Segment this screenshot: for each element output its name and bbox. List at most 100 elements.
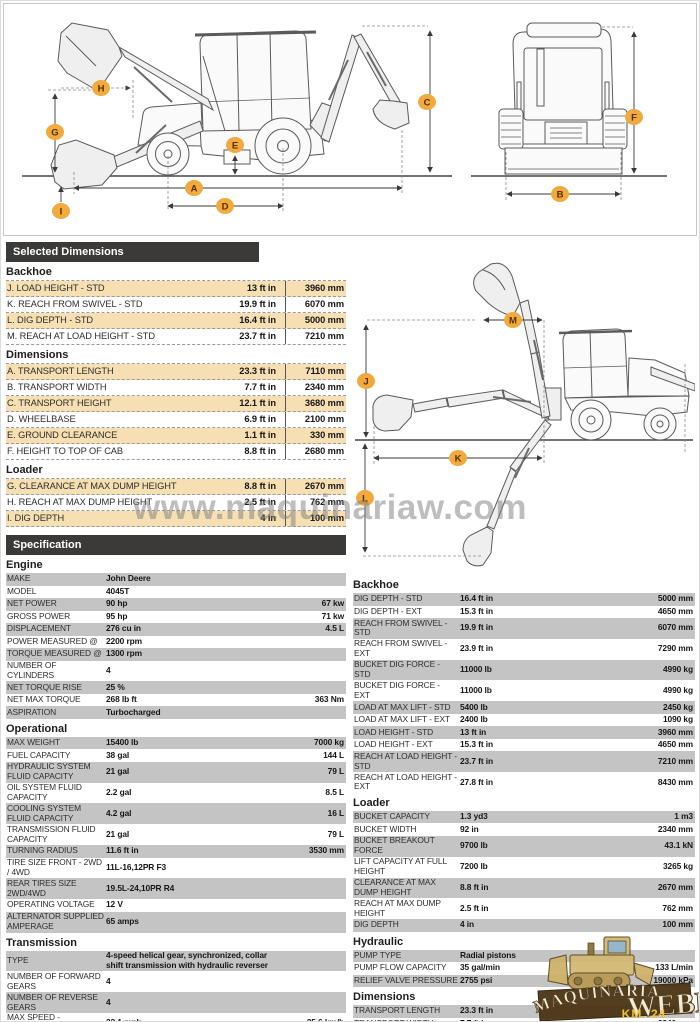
row-value: 7200 lb — [460, 861, 488, 872]
row-metric-value: 100 mm — [309, 513, 344, 523]
row-value: 23.9 ft in — [460, 643, 493, 654]
row-metric-value: 1 m3 — [674, 811, 693, 822]
table-row: CLEARANCE AT MAX DUMP HEIGHT 8.8 ft in 2… — [353, 877, 695, 899]
dimension-label-B: B — [551, 186, 569, 202]
row-imperial-value: 6.9 ft in — [204, 412, 286, 427]
specification-header: Specification — [6, 535, 346, 555]
row-value: 7.7 ft in — [458, 1018, 621, 1021]
row-value: 15.3 ft in — [460, 739, 493, 750]
table-row: DISPLACEMENT 276 cu in 4.5 L — [6, 623, 346, 636]
row-value: 21 gal — [106, 828, 130, 839]
left-column: Selected Dimensions Backhoe J. LOAD HEIG… — [6, 242, 346, 1021]
row-label: DIG DEPTH - EXT — [354, 605, 422, 616]
row-label: DIG DEPTH - STD — [354, 593, 423, 604]
row-label: TURNING RADIUS — [7, 845, 78, 856]
row-label: MAKE — [7, 573, 31, 584]
table-row: FUEL CAPACITY 38 gal 144 L — [6, 749, 346, 762]
row-label: DIG DEPTH — [354, 919, 399, 930]
row-value: 276 cu in — [106, 623, 141, 634]
row-value: 11.6 ft in — [106, 845, 139, 856]
dimension-label-G: G — [46, 124, 64, 140]
row-metric-value: 7290 mm — [657, 643, 693, 654]
row-metric-value: 2340 mm — [657, 823, 693, 834]
row-label: NUMBER OF REVERSE GEARS — [7, 991, 98, 1012]
section-heading-transmission: Transmission — [6, 936, 77, 949]
row-value: 4045T — [106, 585, 130, 596]
dimension-label-E: E — [226, 137, 244, 153]
row-metric-value: 100 mm — [662, 919, 693, 930]
row-value: 15400 lb — [106, 737, 139, 748]
row-value: 8.8 ft in — [460, 881, 489, 892]
table-row: HYDRAULIC SYSTEM FLUID CAPACITY 21 gal 7… — [6, 761, 346, 783]
table-row: C. TRANSPORT HEIGHT 12.1 ft in 3680 mm — [6, 396, 346, 412]
row-metric-value: 4990 kg — [662, 684, 693, 695]
row-value: 2.5 ft in — [460, 902, 489, 913]
table-row: NUMBER OF REVERSE GEARS 4 — [6, 992, 346, 1013]
table-hydraulic: PUMP TYPE Radial pistons PUMP FLOW CAPAC… — [353, 949, 695, 988]
row-label: LOAD AT MAX LIFT - EXT — [354, 714, 450, 725]
row-label: BUCKET WIDTH — [354, 823, 417, 834]
row-value: 92 in — [460, 823, 479, 834]
row-metric-value: 67 kw — [321, 598, 344, 609]
svg-text:G: G — [51, 128, 58, 139]
svg-text:D: D — [222, 202, 229, 213]
row-label: NET POWER — [7, 598, 57, 609]
table-operational: MAX WEIGHT 15400 lb 7000 kg FUEL CAPACIT… — [6, 736, 346, 933]
row-metric-value: 8.5 L — [325, 787, 344, 798]
row-label: PUMP FLOW CAPACITY — [354, 962, 447, 973]
table-row: DIG DEPTH 4 in 100 mm — [353, 919, 695, 932]
row-value: 21 gal — [106, 766, 130, 777]
row-value: 1300 rpm — [106, 648, 142, 659]
row-label: RELIEF VALVE PRESSURE — [354, 974, 458, 985]
row-label: A. TRANSPORT LENGTH — [7, 366, 114, 376]
row-label: REACH AT LOAD HEIGHT - EXT — [354, 771, 457, 792]
right-column: M J K L Backhoe DIG DEPTH - STD 16.4 ft … — [353, 240, 696, 1021]
dimension-label-J: J — [357, 373, 375, 389]
row-metric-value: 144 L — [323, 749, 344, 760]
row-label: TRANSPORT LENGTH — [354, 1005, 441, 1016]
row-metric-value: 7110 mm — [658, 1005, 693, 1016]
table-row: K. REACH FROM SWIVEL - STD 19.9 ft in 60… — [6, 297, 346, 313]
row-imperial-value: 23.7 ft in — [204, 329, 286, 344]
row-label: COOLING SYSTEM FLUID CAPACITY — [7, 802, 81, 823]
table-row: DIG DEPTH - EXT 15.3 ft in 4650 mm — [353, 606, 695, 619]
row-label: MAX WEIGHT — [7, 737, 60, 748]
table-row: BUCKET DIG FORCE - STD 11000 lb 4990 kg — [353, 659, 695, 681]
row-value: 4 — [106, 664, 111, 675]
row-value: 15.3 ft in — [460, 605, 493, 616]
row-metric-value: 8430 mm — [657, 776, 693, 787]
row-label: NUMBER OF CYLINDERS — [7, 660, 57, 680]
row-value: 11000 lb — [460, 684, 492, 695]
table-row: H. REACH AT MAX DUMP HEIGHT 2.5 ft in 76… — [6, 495, 346, 511]
row-label: K. REACH FROM SWIVEL - STD — [7, 299, 143, 309]
row-metric-value: 133 L/min — [655, 962, 693, 973]
row-metric-value: 2670 mm — [657, 881, 693, 892]
dimension-label-C: C — [418, 94, 436, 110]
row-metric-value: 3530 mm — [308, 845, 344, 856]
table-row: PUMP TYPE Radial pistons — [353, 949, 695, 963]
table-row: LOAD AT MAX LIFT - STD 5400 lb 2450 kg — [353, 701, 695, 714]
row-imperial-value: 4 in — [204, 511, 286, 526]
dimension-label-D: D — [216, 198, 234, 214]
row-metric-value: 71 kw — [321, 610, 344, 621]
row-value: 2200 rpm — [106, 635, 142, 646]
row-value: 23.7 ft in — [460, 755, 493, 766]
working-range-drawing — [355, 262, 696, 567]
table-row: F. HEIGHT TO TOP OF CAB 8.8 ft in 2680 m… — [6, 444, 346, 460]
row-metric-value: 2100 mm — [304, 414, 344, 424]
rear-view-drawing — [471, 22, 667, 177]
row-value: 95 hp — [106, 610, 128, 621]
row-metric-value: 4.5 L — [325, 623, 344, 634]
row-metric-value: 330 mm — [309, 430, 344, 440]
row-metric-value: 35.6 km/h — [274, 1017, 346, 1021]
row-value: 19.9 ft in — [460, 622, 493, 633]
table-row: D. WHEELBASE 6.9 ft in 2100 mm — [6, 412, 346, 428]
svg-text:K: K — [455, 454, 462, 465]
row-value: 2400 lb — [460, 714, 488, 725]
table-selected-loader: G. CLEARANCE AT MAX DUMP HEIGHT 8.8 ft i… — [6, 478, 346, 527]
row-value: 2.2 gal — [106, 787, 132, 798]
dimension-label-L: L — [356, 490, 374, 506]
row-label: LIFT CAPACITY AT FULL HEIGHT — [354, 856, 447, 877]
row-label: TRANSMISSION FLUID CAPACITY — [7, 823, 96, 844]
